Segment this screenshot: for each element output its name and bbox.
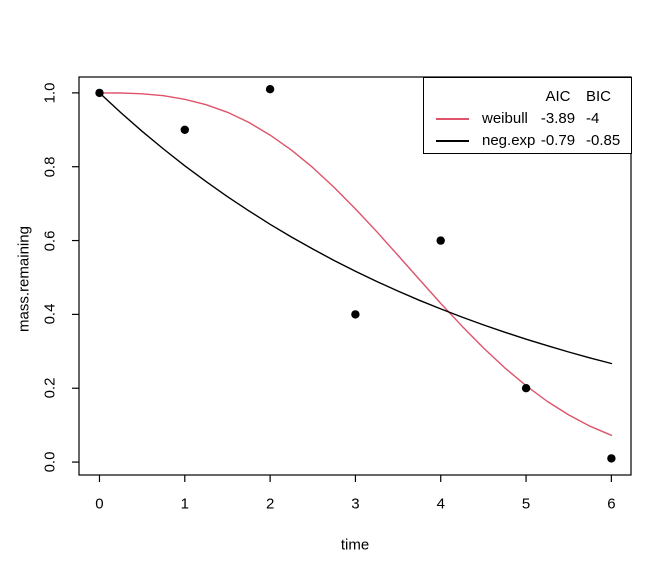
x-tick-label: 0 [95, 495, 104, 513]
legend-row-weibull: weibull -3.89 -4 [424, 108, 631, 130]
legend-box: AIC BIC weibull -3.89 -4 neg.exp -0.79 -… [423, 77, 632, 154]
y-tick-label: 0.4 [41, 303, 59, 325]
data-point [351, 310, 360, 319]
x-tick-label: 2 [265, 495, 275, 513]
legend-label-weibull: weibull [482, 110, 528, 127]
legend-label-negexp: neg.exp [482, 132, 536, 149]
y-tick-label: 0.2 [41, 377, 59, 399]
y-axis-title: mass.remaining [15, 226, 33, 332]
weibull-aic-value: -3.89 [540, 110, 576, 127]
data-point [265, 85, 275, 94]
negexp-aic-value: -0.79 [540, 132, 576, 149]
data-point [95, 88, 104, 98]
legend-col-header-aic: AIC [545, 88, 571, 105]
weibull-bic-value: -4 [586, 110, 600, 127]
x-tick-label: 1 [180, 495, 189, 513]
data-point [607, 454, 616, 463]
negexp-line-sample [436, 140, 469, 142]
x-tick-label: 3 [351, 495, 360, 513]
data-point [436, 236, 445, 245]
x-tick-label: 6 [607, 495, 616, 513]
x-tick-label: 4 [436, 495, 445, 513]
y-tick-label: 1.0 [41, 82, 59, 104]
x-axis-title: time [340, 536, 370, 554]
weibull-line-sample [436, 118, 469, 120]
legend-col-header-bic: BIC [586, 88, 612, 105]
y-tick-label: 0.8 [41, 156, 59, 178]
legend-row-negexp: neg.exp -0.79 -0.85 [424, 130, 631, 152]
data-point [180, 125, 189, 134]
curve-negexp [98, 92, 613, 365]
y-tick-label: 0.0 [41, 451, 59, 473]
data-point [521, 384, 531, 393]
y-tick-label: 0.6 [41, 230, 59, 251]
legend-header-row: AIC BIC [424, 86, 631, 108]
x-tick-label: 5 [521, 495, 531, 513]
negexp-bic-value: -0.85 [586, 132, 621, 149]
